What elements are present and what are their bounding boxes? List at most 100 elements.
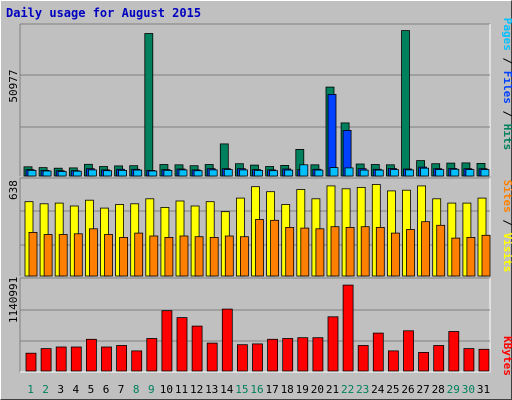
bar-kbytes-day-29: [448, 331, 460, 372]
bar-sites-day-14: [224, 235, 234, 277]
x-axis-labels: 1 2 3 4 5 6 7 8 9 10 11 12 13 14 15 16 17 18 19 20 21 22 23 24 2…: [27, 383, 490, 396]
bar-hits-day-9: [144, 33, 154, 177]
bar-kbytes-day-2: [40, 348, 52, 372]
bar-sites-day-6: [104, 234, 113, 277]
x-tick-label-day-13: 13: [205, 383, 218, 396]
legend-files: Files: [501, 71, 512, 104]
bar-kbytes-day-10: [161, 310, 173, 372]
legend-sites: Sites: [501, 180, 512, 213]
y-max-label-bottom: 1140991: [7, 277, 20, 323]
bar-kbytes-day-12: [191, 325, 203, 372]
bar-kbytes-day-23: [357, 345, 369, 372]
bar-pages-day-8: [133, 169, 143, 177]
x-tick-label-day-31: 31: [477, 383, 490, 396]
legend-pages: Pages: [501, 18, 512, 51]
x-tick-label-day-1: 1: [27, 383, 34, 396]
x-tick-label-day-5: 5: [88, 383, 95, 396]
bar-kbytes-day-7: [116, 345, 127, 372]
bar-sites-day-31: [481, 234, 491, 277]
bar-pages-day-11: [178, 169, 188, 177]
bar-pages-day-20: [314, 169, 324, 177]
x-tick-label-day-23: 23: [356, 383, 369, 396]
bar-pages-day-31: [480, 169, 490, 177]
bar-kbytes-day-6: [101, 346, 112, 372]
x-tick-label-day-20: 20: [311, 383, 324, 396]
bar-pages-day-23: [359, 169, 369, 177]
bar-kbytes-day-3: [55, 346, 67, 372]
bar-sites-day-22: [345, 226, 355, 277]
bar-sites-day-12: [194, 236, 204, 277]
bar-kbytes-day-8: [131, 350, 143, 372]
bar-sites-day-18: [285, 226, 295, 277]
x-tick-label-day-6: 6: [103, 383, 110, 396]
bar-kbytes-day-4: [70, 346, 82, 372]
legend-visits: Visits: [501, 233, 512, 273]
bar-kbytes-day-18: [282, 338, 294, 372]
bar-sites-day-28: [436, 224, 446, 277]
bar-pages-day-9: [148, 170, 158, 177]
bar-pages-day-5: [88, 169, 97, 177]
bar-kbytes-day-13: [206, 342, 218, 372]
bar-hits-day-26: [401, 30, 410, 177]
bar-pages-day-22: [344, 167, 354, 177]
x-tick-label-day-21: 21: [326, 383, 339, 396]
bar-sites-day-19: [300, 227, 310, 277]
bar-kbytes-day-25: [387, 350, 399, 372]
bar-pages-day-10: [163, 169, 173, 177]
bar-pages-day-1: [27, 169, 37, 177]
bar-pages-day-17: [269, 170, 279, 177]
bar-sites-day-15: [239, 236, 249, 277]
bar-sites-day-13: [209, 236, 219, 277]
bar-pages-day-3: [57, 171, 67, 177]
x-tick-label-day-7: 7: [118, 383, 125, 396]
bar-sites-day-24: [375, 226, 385, 277]
bar-pages-day-13: [208, 169, 218, 177]
legend-hits: Hits: [501, 124, 512, 151]
x-tick-label-day-16: 16: [250, 383, 263, 396]
bar-sites-day-27: [421, 221, 431, 277]
x-tick-label-day-28: 28: [432, 383, 445, 396]
bar-sites-day-16: [255, 219, 264, 277]
bar-sites-day-5: [89, 228, 98, 277]
bar-kbytes-day-26: [403, 330, 414, 372]
bar-kbytes-day-9: [146, 338, 158, 372]
legend-top: Pages / Files / Hits: [501, 18, 512, 151]
bar-pages-day-18: [284, 169, 294, 177]
bar-pages-day-14: [223, 169, 233, 177]
bar-pages-day-30: [465, 169, 475, 177]
panel-top: [19, 23, 491, 176]
bar-pages-day-21: [329, 167, 339, 177]
bar-kbytes-day-5: [86, 338, 97, 372]
bar-kbytes-day-1: [25, 352, 37, 372]
bar-files-day-21: [327, 94, 337, 177]
bar-sites-day-4: [73, 233, 83, 277]
x-tick-label-day-15: 15: [235, 383, 248, 396]
bar-pages-day-19: [299, 164, 309, 177]
bar-kbytes-day-14: [221, 308, 233, 372]
bar-kbytes-day-20: [312, 337, 324, 372]
bar-sites-day-30: [466, 236, 476, 277]
x-tick-label-day-29: 29: [447, 383, 460, 396]
x-tick-label-day-8: 8: [133, 383, 140, 396]
bar-pages-day-6: [103, 170, 112, 177]
bar-sites-day-7: [119, 236, 128, 277]
bar-pages-day-27: [420, 167, 430, 177]
bar-kbytes-day-28: [433, 345, 445, 372]
bar-sites-day-17: [270, 219, 280, 277]
bars-layer: [23, 30, 491, 372]
bar-pages-day-25: [389, 169, 399, 177]
bar-kbytes-day-16: [252, 343, 263, 372]
bar-pages-day-16: [254, 169, 263, 177]
legend-middle: Sites / Visits: [501, 180, 512, 273]
x-tick-label-day-27: 27: [416, 383, 429, 396]
bar-kbytes-day-31: [478, 348, 490, 372]
x-tick-label-day-26: 26: [401, 383, 414, 396]
bar-kbytes-day-27: [418, 351, 430, 372]
bar-sites-day-29: [451, 237, 461, 277]
bar-sites-day-20: [315, 228, 325, 277]
x-tick-label-day-10: 10: [160, 383, 173, 396]
bar-sites-day-8: [134, 232, 144, 277]
x-tick-label-day-25: 25: [386, 383, 399, 396]
bar-sites-day-25: [390, 232, 400, 277]
bar-sites-day-21: [330, 226, 340, 277]
